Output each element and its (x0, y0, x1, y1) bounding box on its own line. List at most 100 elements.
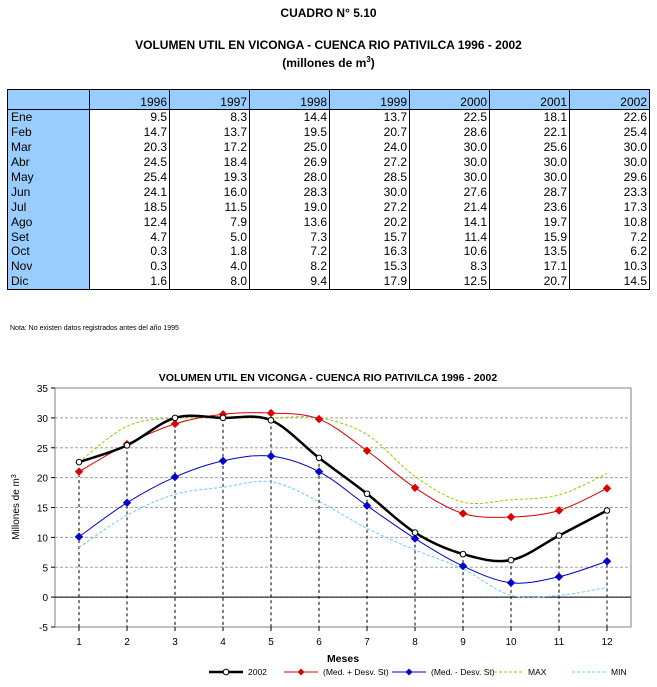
value-cell: 9.4 (249, 273, 330, 290)
value-cell: 9.5 (89, 109, 170, 125)
table-row: Nov 0.3 4.0 8.2 15.3 8.3 17.1 10.3 (7, 258, 650, 274)
value-cell: 0.3 (89, 258, 170, 274)
value-cell: 26.9 (249, 154, 330, 170)
value-cell: 22.1 (489, 124, 570, 140)
data-point (122, 498, 132, 507)
month-cell: Feb (7, 124, 90, 140)
data-point (555, 532, 563, 539)
series-line-min (78, 480, 608, 599)
table-row: Mar 20.3 17.2 25.0 24.0 30.0 25.6 30.0 (7, 139, 650, 155)
chart-title: VOLUMEN UTIL EN VICONGA - CUENCA RIO PAT… (159, 372, 498, 384)
value-cell: 4.0 (169, 258, 250, 274)
value-cell: 10.8 (569, 214, 650, 230)
value-cell: 20.3 (89, 139, 170, 155)
table-row: Jul 18.5 11.5 19.0 27.2 21.4 23.6 17.3 (7, 199, 650, 215)
y-tick-label: -5 (39, 623, 48, 634)
units-text: (millones de m (282, 56, 367, 70)
value-cell: 22.6 (569, 109, 650, 125)
year-header: 2001 (489, 89, 570, 110)
data-point (603, 507, 611, 514)
x-tick-label: 10 (505, 637, 517, 648)
x-tick-label: 6 (316, 637, 322, 648)
value-cell: 12.4 (89, 214, 170, 230)
y-tick-label: 25 (37, 444, 49, 455)
x-tick-label: 11 (554, 637, 565, 648)
x-tick-label: 8 (412, 637, 418, 648)
value-cell: 30.0 (569, 139, 650, 155)
data-point (314, 467, 324, 476)
value-cell: 27.2 (329, 199, 410, 215)
table-row: Feb 14.7 13.7 19.5 20.7 28.6 22.1 25.4 (7, 124, 650, 140)
value-cell: 25.4 (89, 169, 170, 185)
value-cell: 17.1 (489, 258, 570, 274)
x-tick-label: 12 (601, 637, 613, 648)
value-cell: 28.3 (249, 184, 330, 200)
data-point (75, 458, 83, 466)
data-point (123, 442, 131, 449)
value-cell: 28.0 (249, 169, 330, 185)
data-point (411, 529, 419, 536)
month-cell: Abr (7, 154, 90, 170)
table-row: Ago 12.4 7.9 13.6 20.2 14.1 19.7 10.8 (7, 214, 650, 230)
value-cell: 27.2 (329, 154, 410, 170)
data-point (507, 556, 515, 564)
y-tick-label: 20 (37, 474, 49, 485)
value-cell: 20.7 (489, 273, 570, 290)
data-point (266, 451, 276, 461)
x-tick-label: 7 (364, 637, 370, 648)
data-point (363, 490, 371, 498)
table-row: May 25.4 19.3 28.0 28.5 30.0 30.0 29.6 (7, 169, 650, 185)
note-text: Nota: No existen datos registrados antes… (10, 325, 179, 332)
value-cell: 8.2 (249, 258, 330, 274)
data-point (410, 483, 420, 492)
legend-marker (222, 668, 230, 676)
data-point (554, 506, 564, 515)
value-cell: 15.3 (329, 258, 410, 274)
month-cell: Ene (7, 109, 90, 125)
y-tick-label: 10 (37, 533, 49, 544)
value-cell: 10.3 (569, 258, 650, 274)
month-cell: Jun (7, 184, 90, 200)
y-axis-label-superscript: 3 (11, 474, 18, 478)
table-row: Jun 24.1 16.0 28.3 30.0 27.6 28.7 23.3 (7, 184, 650, 200)
y-tick-label: 15 (37, 504, 49, 515)
value-cell: 28.5 (329, 169, 410, 185)
value-cell: 8.3 (169, 109, 250, 125)
data-point (266, 408, 276, 418)
month-cell: Ago (7, 214, 90, 230)
units-close: ) (370, 56, 375, 70)
value-cell: 12.5 (409, 273, 490, 290)
value-cell: 19.0 (249, 199, 330, 215)
data-point (602, 484, 612, 493)
value-cell: 0.3 (89, 244, 170, 259)
value-cell: 14.4 (249, 109, 330, 125)
value-cell: 11.4 (409, 229, 490, 245)
x-tick-label: 4 (220, 637, 226, 648)
y-tick-label: 30 (37, 414, 49, 425)
value-cell: 25.6 (489, 139, 570, 155)
value-cell: 21.4 (409, 199, 490, 215)
value-cell: 29.6 (569, 169, 650, 185)
value-cell: 24.1 (89, 184, 170, 200)
legend-marker (405, 668, 413, 676)
data-point (170, 472, 180, 482)
legend-label: MIN (611, 667, 627, 677)
value-cell: 18.5 (89, 199, 170, 215)
value-cell: 30.0 (569, 154, 650, 170)
year-header: 2000 (409, 89, 490, 110)
value-cell: 30.0 (409, 154, 490, 170)
value-cell: 22.5 (409, 109, 490, 125)
table-title: VOLUMEN UTIL EN VICONGA - CUENCA RIO PAT… (135, 38, 522, 52)
legend-label: (Med. + Desv. St) (323, 667, 389, 677)
series-line--med-desv-st- (78, 455, 608, 584)
value-cell: 24.5 (89, 154, 170, 170)
table-row: Abr 24.5 18.4 26.9 27.2 30.0 30.0 30.0 (7, 154, 650, 170)
x-tick-label: 2 (124, 637, 130, 648)
data-point (314, 414, 324, 424)
legend-label: (Med. - Desv. St) (431, 667, 495, 677)
value-cell: 7.3 (249, 229, 330, 245)
table-number: CUADRO N° 5.10 (280, 6, 377, 20)
value-cell: 17.9 (329, 273, 410, 290)
value-cell: 25.0 (249, 139, 330, 155)
y-axis-label: Millones de m3 (11, 474, 23, 540)
